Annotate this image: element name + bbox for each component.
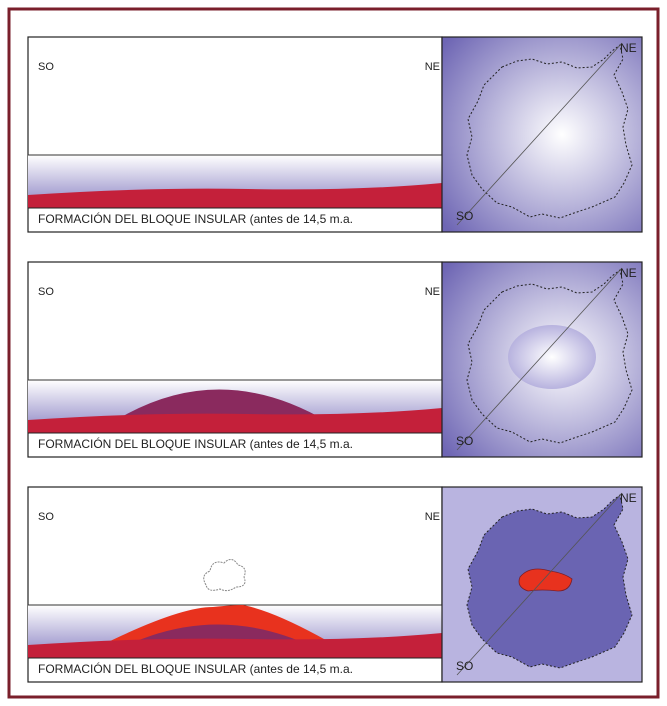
- cloud: [203, 559, 246, 592]
- map-top-label: NE: [620, 266, 637, 280]
- left-label: SO: [38, 286, 54, 298]
- left-label: SO: [38, 61, 54, 73]
- island-outline: [466, 44, 633, 219]
- map-top-label: NE: [620, 41, 637, 55]
- map-top-label: NE: [620, 491, 637, 505]
- map-bottom-label: SO: [456, 659, 473, 673]
- dome: [113, 389, 328, 422]
- land: [28, 183, 442, 208]
- section-line: [456, 267, 623, 451]
- map: NE SO: [441, 36, 643, 233]
- map: NE SO: [441, 261, 643, 458]
- caption: FORMACIÓN DEL BLOQUE INSULAR (antes de 1…: [38, 211, 353, 226]
- map-box: [441, 36, 643, 233]
- frame: [7, 7, 660, 699]
- shield: [508, 325, 596, 389]
- section-line: [456, 492, 623, 676]
- land: [28, 408, 442, 433]
- right-label: NE: [425, 286, 440, 298]
- left-label: SO: [38, 511, 54, 523]
- panel: SO NE FORMACIÓN DEL BLOQUE INSULAR (antes …: [27, 261, 643, 458]
- panel: SO NE FORMACIÓN DEL BLOQUE INSULAR (antes …: [27, 36, 643, 233]
- island-outline: [466, 269, 633, 444]
- caldera: [518, 568, 573, 592]
- map: NE SO: [441, 486, 643, 683]
- right-label: NE: [425, 511, 440, 523]
- land: [28, 633, 442, 658]
- island-outline: [466, 494, 633, 669]
- map-bottom-label: SO: [456, 209, 473, 223]
- panel: SO NE FORMACIÓN DEL BLOQUE INSULAR (antes …: [27, 486, 643, 683]
- map-bottom-label: SO: [456, 434, 473, 448]
- caption: FORMACIÓN DEL BLOQUE INSULAR (antes de 1…: [38, 436, 353, 451]
- panels: SO NE FORMACIÓN DEL BLOQUE INSULAR (antes …: [27, 36, 643, 683]
- right-label: NE: [425, 61, 440, 73]
- caption: FORMACIÓN DEL BLOQUE INSULAR (antes de 1…: [38, 661, 353, 676]
- section-line: [456, 42, 623, 226]
